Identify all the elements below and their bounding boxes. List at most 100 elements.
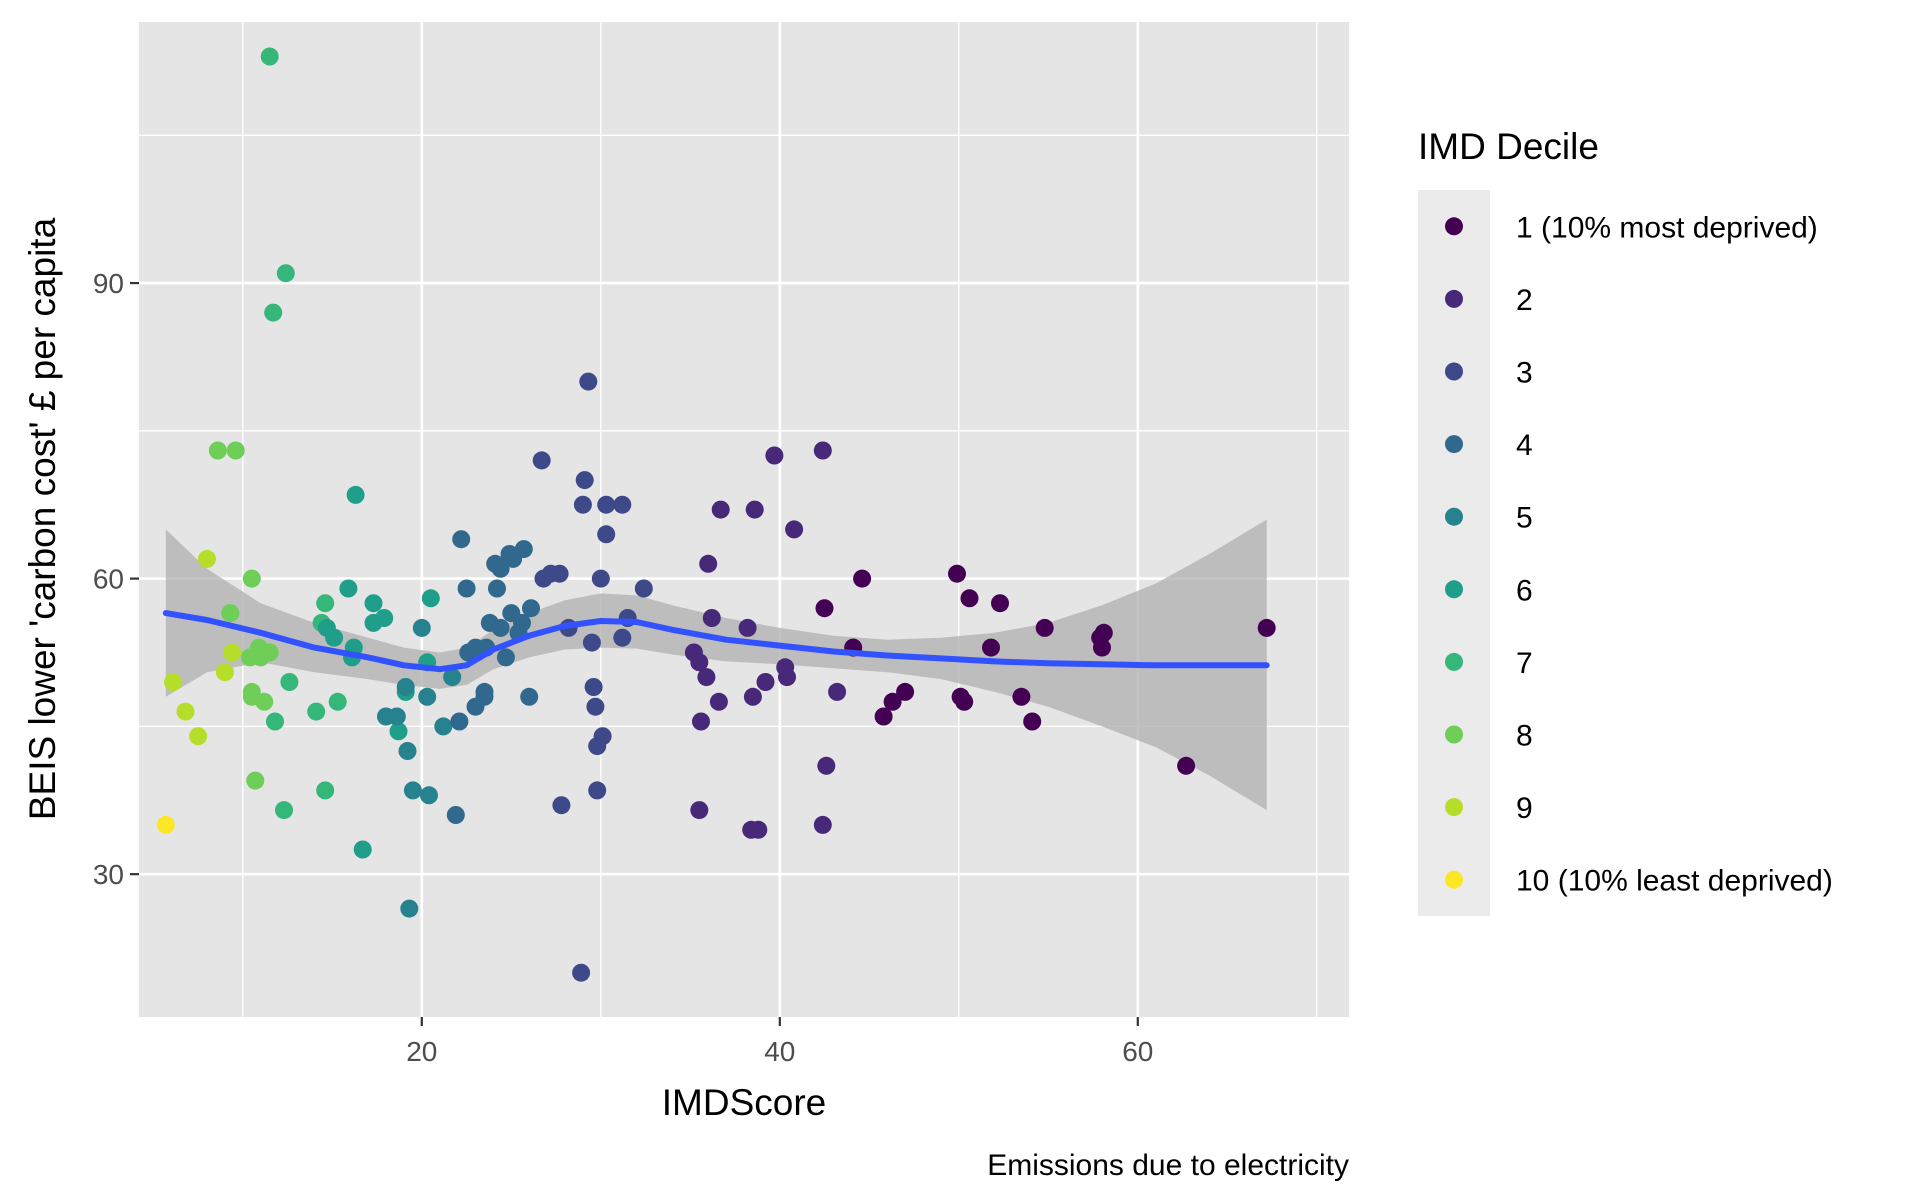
x-tick-label: 40 bbox=[764, 1036, 795, 1067]
data-point-decile-5 bbox=[400, 899, 419, 918]
legend-label-7: 7 bbox=[1516, 647, 1533, 680]
data-point-decile-3 bbox=[597, 495, 616, 514]
data-point-decile-1 bbox=[955, 692, 974, 711]
data-point-decile-1 bbox=[960, 589, 979, 608]
data-point-decile-2 bbox=[699, 554, 718, 573]
data-point-decile-4 bbox=[496, 648, 515, 667]
data-point-decile-6 bbox=[339, 579, 358, 598]
data-point-decile-9 bbox=[198, 549, 216, 568]
axes: 20 40 60 30 60 90 bbox=[93, 268, 1154, 1067]
data-point-decile-2 bbox=[785, 520, 804, 539]
legend-label-6: 6 bbox=[1516, 574, 1533, 607]
data-point-decile-8 bbox=[221, 604, 240, 623]
data-point-decile-7 bbox=[316, 594, 335, 613]
data-point-decile-4 bbox=[457, 579, 476, 598]
data-point-decile-3 bbox=[613, 495, 632, 514]
data-point-decile-1 bbox=[1035, 618, 1054, 637]
legend-key-4 bbox=[1445, 435, 1463, 454]
data-point-decile-6 bbox=[317, 618, 336, 637]
data-point-decile-5 bbox=[420, 786, 438, 805]
legend-label-2: 2 bbox=[1516, 284, 1533, 317]
data-point-decile-6 bbox=[389, 722, 408, 741]
data-point-decile-8 bbox=[226, 441, 245, 460]
legend-key-3 bbox=[1445, 362, 1463, 381]
y-axis-title: BEIS lower 'carbon cost' £ per capita bbox=[22, 217, 63, 820]
data-point-decile-1 bbox=[896, 682, 915, 701]
legend-key-10 bbox=[1445, 870, 1463, 889]
data-point-decile-1 bbox=[1012, 687, 1031, 706]
data-point-decile-8 bbox=[255, 692, 274, 711]
data-point-decile-2 bbox=[690, 801, 709, 820]
legend-key-2 bbox=[1445, 289, 1463, 308]
data-point-decile-1 bbox=[948, 564, 966, 583]
legend-title: IMD Decile bbox=[1418, 126, 1599, 167]
data-point-decile-1 bbox=[815, 599, 834, 618]
legend-label-1: 1 (10% most deprived) bbox=[1516, 211, 1818, 244]
y-tick-label: 30 bbox=[93, 859, 124, 890]
data-point-decile-2 bbox=[738, 618, 757, 637]
data-point-decile-7 bbox=[260, 47, 279, 66]
data-point-decile-9 bbox=[176, 702, 195, 721]
data-point-decile-3 bbox=[532, 451, 551, 470]
data-point-decile-1 bbox=[1177, 756, 1196, 775]
data-point-decile-3 bbox=[572, 963, 591, 982]
data-point-decile-1 bbox=[874, 707, 893, 726]
data-point-decile-2 bbox=[702, 609, 721, 627]
chart-caption: Emissions due to electricity bbox=[987, 1149, 1349, 1182]
legend-key-1 bbox=[1445, 217, 1463, 236]
data-point-decile-9 bbox=[215, 663, 234, 682]
data-point-decile-7 bbox=[316, 781, 335, 800]
data-point-decile-2 bbox=[749, 820, 768, 839]
legend-key-7 bbox=[1445, 652, 1463, 671]
data-point-decile-3 bbox=[591, 569, 610, 588]
data-point-decile-9 bbox=[189, 727, 208, 746]
data-point-decile-5 bbox=[403, 781, 422, 800]
major-gridlines bbox=[139, 22, 1349, 1017]
data-point-decile-3 bbox=[552, 796, 571, 815]
smooth-trend-line bbox=[162, 610, 1270, 673]
data-point-decile-6 bbox=[364, 594, 383, 613]
data-point-decile-4 bbox=[491, 618, 510, 637]
data-point-decile-1 bbox=[1257, 618, 1276, 637]
legend-label-8: 8 bbox=[1516, 720, 1533, 753]
data-point-decile-3 bbox=[634, 579, 653, 598]
legend-label-5: 5 bbox=[1516, 502, 1533, 535]
legend-label-4: 4 bbox=[1516, 429, 1533, 462]
data-point-decile-8 bbox=[242, 569, 261, 588]
data-point-decile-7 bbox=[266, 712, 284, 731]
x-tick-label: 60 bbox=[1122, 1036, 1153, 1067]
legend-key-8 bbox=[1445, 725, 1463, 744]
data-point-decile-4 bbox=[502, 604, 521, 623]
data-point-decile-3 bbox=[579, 372, 598, 391]
data-point-decile-4 bbox=[522, 599, 540, 618]
data-point-decile-4 bbox=[488, 579, 506, 598]
scatter-points bbox=[156, 47, 1276, 982]
data-point-decile-1 bbox=[853, 569, 872, 588]
data-point-decile-3 bbox=[597, 525, 616, 544]
data-point-decile-9 bbox=[164, 673, 182, 691]
data-point-decile-4 bbox=[446, 806, 465, 824]
data-point-decile-2 bbox=[778, 668, 796, 687]
data-point-decile-3 bbox=[550, 564, 569, 583]
data-point-decile-2 bbox=[711, 500, 730, 519]
legend-label-10: 10 (10% least deprived) bbox=[1516, 865, 1833, 898]
data-point-decile-1 bbox=[883, 692, 902, 711]
data-point-decile-3 bbox=[575, 471, 594, 490]
legend-key-5 bbox=[1445, 507, 1463, 526]
data-point-decile-7 bbox=[307, 702, 326, 721]
data-point-decile-3 bbox=[588, 781, 607, 800]
data-point-decile-7 bbox=[275, 801, 293, 820]
data-point-decile-5 bbox=[412, 618, 431, 637]
legend: IMD Decile 1 (10% most deprived) 2 3 4 5 6 7 8 9… bbox=[1418, 126, 1833, 916]
data-point-decile-7 bbox=[264, 303, 283, 322]
data-point-decile-3 bbox=[584, 678, 603, 696]
data-point-decile-6 bbox=[353, 840, 372, 859]
legend-label-9: 9 bbox=[1516, 792, 1533, 825]
data-point-decile-8 bbox=[246, 771, 265, 790]
data-point-decile-6 bbox=[375, 609, 394, 627]
legend-label-3: 3 bbox=[1516, 357, 1533, 390]
legend-key-9 bbox=[1445, 798, 1463, 817]
data-point-decile-3 bbox=[582, 633, 601, 652]
data-point-decile-2 bbox=[745, 500, 764, 519]
